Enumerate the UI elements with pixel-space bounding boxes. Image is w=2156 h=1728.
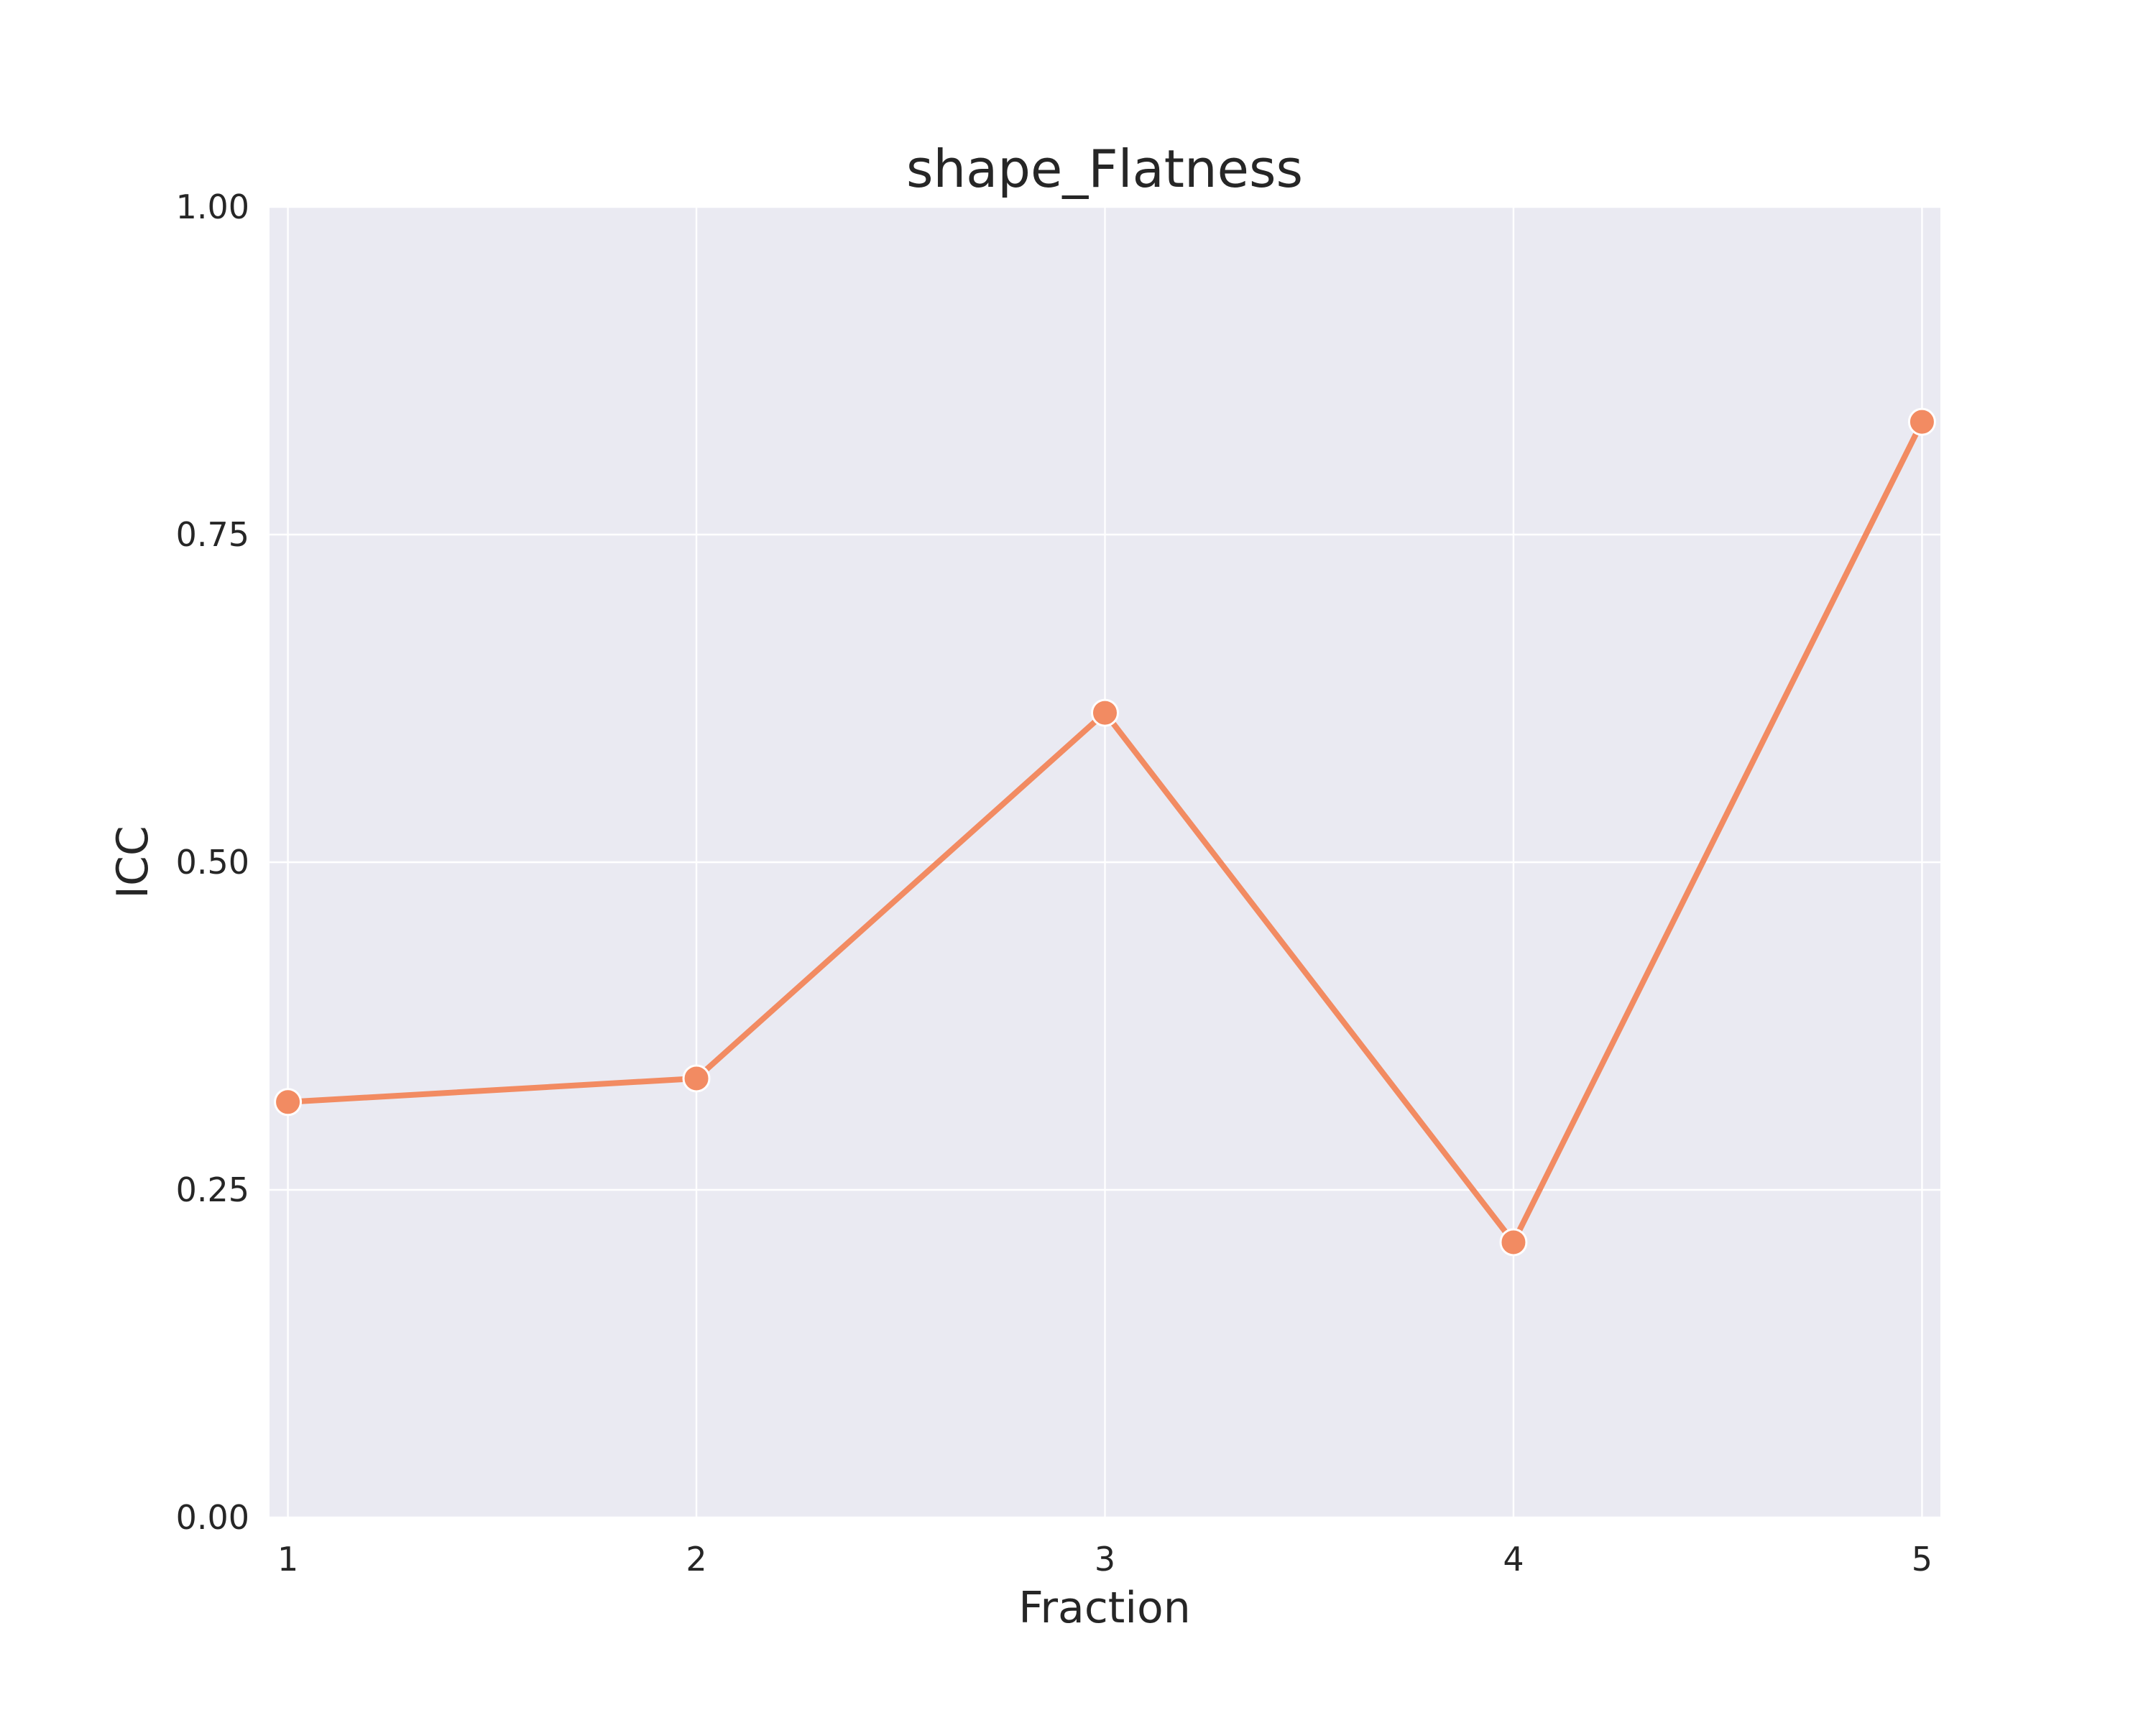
y-tick-label: 0.75 [176,515,249,554]
y-tick-label: 0.50 [176,843,249,882]
x-tick-label: 1 [277,1540,298,1579]
data-point [1499,1228,1528,1257]
chart-title: shape_Flatness [906,139,1303,199]
data-point [682,1064,711,1093]
data-point [274,1088,303,1117]
x-tick-label: 4 [1503,1540,1524,1579]
y-tick-label: 0.25 [176,1170,249,1209]
y-tick-label: 0.00 [176,1498,249,1537]
data-point [1907,407,1936,436]
x-tick-label: 5 [1912,1540,1932,1579]
y-axis-label: ICC [108,826,158,898]
x-tick-label: 3 [1095,1540,1115,1579]
grid-lines [270,205,1940,1519]
y-tick-label: 1.00 [176,188,249,226]
tick-labels: 0.00 0.25 0.50 0.75 1.00 1 2 3 4 5 [176,188,1932,1579]
series-layer [274,407,1936,1257]
x-tick-label: 2 [686,1540,706,1579]
x-axis-label: Fraction [1018,1583,1191,1633]
data-point [1091,698,1119,727]
